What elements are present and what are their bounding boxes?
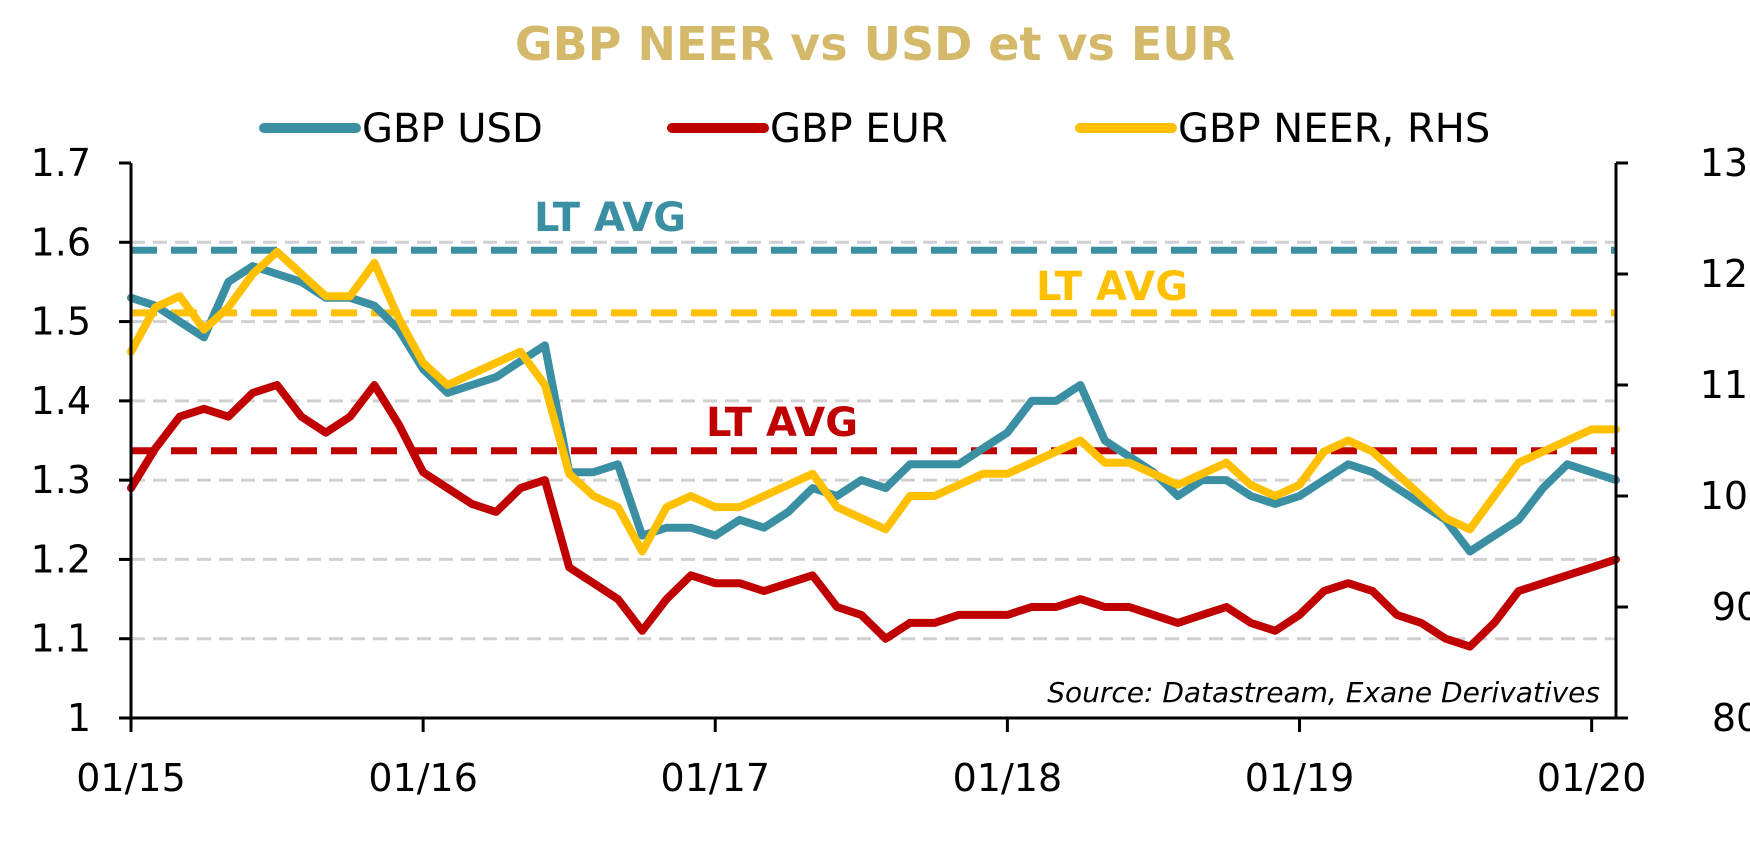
y-right-tick-label: 100 <box>1700 474 1750 518</box>
y-right-tick-label: 120 <box>1700 252 1750 296</box>
lt-avg-label: LT AVG <box>534 195 686 241</box>
y-left-tick-label: 1.2 <box>31 537 91 581</box>
y-left-tick-label: 1.5 <box>31 300 91 344</box>
y-left-tick-label: 1.6 <box>31 220 91 264</box>
y-left-tick-label: 1.4 <box>31 379 91 423</box>
legend-label: GBP EUR <box>770 106 948 152</box>
series-line-gbp-usd <box>127 262 1620 556</box>
y-right-tick-label: 90 <box>1712 585 1750 629</box>
series-lines <box>127 247 1620 651</box>
y-left-tick-label: 1.1 <box>31 617 91 661</box>
legend: GBP USD GBP EUR GBP NEER, RHS <box>259 106 1490 152</box>
legend-label: GBP NEER, RHS <box>1178 106 1490 152</box>
y-left-tick-label: 1.3 <box>31 458 91 502</box>
x-tick-label: 01/20 <box>1537 756 1647 800</box>
chart-title: GBP NEER vs USD et vs EUR <box>515 17 1235 71</box>
y-left-tick-label: 1.7 <box>31 141 91 185</box>
reference-lines: LT AVG LT AVG LT AVG <box>131 195 1616 455</box>
x-tick-label: 01/18 <box>953 756 1063 800</box>
lt-avg-label: LT AVG <box>1036 264 1188 310</box>
y-right-tick-label: 110 <box>1700 363 1750 407</box>
axes <box>119 161 1628 732</box>
y-right-tick-label: 130 <box>1700 141 1750 185</box>
series-line-gbp-neer-rhs <box>127 247 1620 556</box>
y-left-tick-label: 1 <box>67 696 91 740</box>
y-right-tick-label: 80 <box>1712 696 1750 740</box>
source-note: Source: Datastream, Exane Derivatives <box>1047 676 1600 709</box>
tick-labels: 1 1.1 1.2 1.3 1.4 1.5 1.6 1.7 80 90 100 110 120 130 01… <box>31 141 1750 800</box>
lt-avg-label: LT AVG <box>706 400 858 446</box>
legend-label: GBP USD <box>362 106 543 152</box>
x-tick-label: 01/19 <box>1245 756 1355 800</box>
series-line-gbp-eur <box>127 381 1620 651</box>
x-tick-label: 01/17 <box>661 756 771 800</box>
gridlines <box>131 240 1616 641</box>
x-tick-label: 01/15 <box>76 756 186 800</box>
x-tick-label: 01/16 <box>368 756 478 800</box>
